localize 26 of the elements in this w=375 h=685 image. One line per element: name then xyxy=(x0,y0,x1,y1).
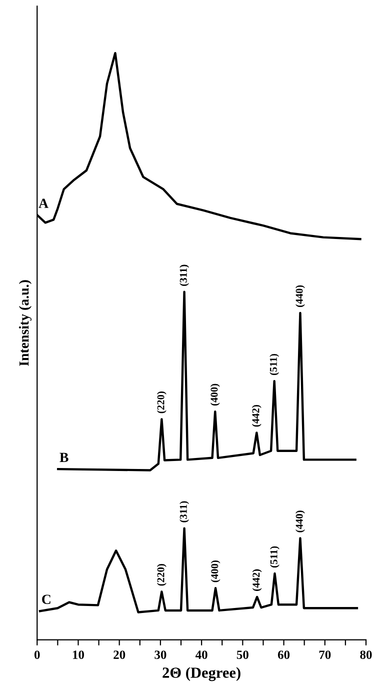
x-tick-label: 0 xyxy=(34,650,40,660)
series-label: A xyxy=(38,198,48,208)
annotation: (440) xyxy=(296,285,305,307)
annotation: (511) xyxy=(270,546,280,568)
annotation: (440) xyxy=(296,510,305,532)
annotation: (220) xyxy=(156,564,166,586)
annotation: (311) xyxy=(180,264,190,286)
annotation: (442) xyxy=(252,569,262,591)
x-tick-label: 20 xyxy=(114,650,126,660)
x-tick-label: 70 xyxy=(319,650,331,660)
annotation: (220) xyxy=(156,392,166,414)
x-tick-label: 80 xyxy=(360,650,372,660)
series-label: C xyxy=(42,594,50,604)
annotation: (442) xyxy=(252,405,262,427)
x-tick-label: 40 xyxy=(195,650,208,660)
x-tick-label: 10 xyxy=(72,650,84,660)
series-label: B xyxy=(60,452,68,462)
y-axis-title: Intensity (a.u.) xyxy=(18,280,32,366)
annotation: (400) xyxy=(210,384,220,406)
x-tick-label: 30 xyxy=(154,650,166,660)
annotation: (511) xyxy=(270,354,280,376)
x-tick-label: 60 xyxy=(278,650,290,660)
annotation: (400) xyxy=(210,560,220,582)
x-tick-label: 50 xyxy=(236,650,248,660)
annotation: (311) xyxy=(180,501,190,522)
x-axis-title: 2Θ (Degree) xyxy=(162,667,240,682)
